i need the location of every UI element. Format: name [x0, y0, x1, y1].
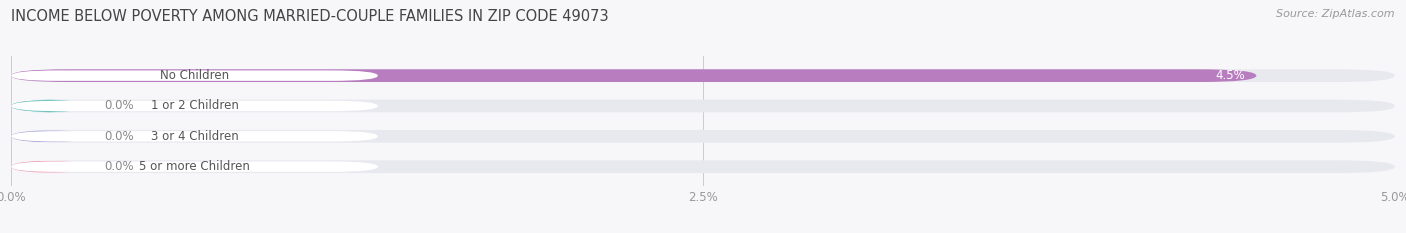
FancyBboxPatch shape [11, 130, 1395, 143]
FancyBboxPatch shape [11, 160, 1395, 173]
Text: INCOME BELOW POVERTY AMONG MARRIED-COUPLE FAMILIES IN ZIP CODE 49073: INCOME BELOW POVERTY AMONG MARRIED-COUPL… [11, 9, 609, 24]
Text: No Children: No Children [160, 69, 229, 82]
Text: Source: ZipAtlas.com: Source: ZipAtlas.com [1277, 9, 1395, 19]
Text: 5 or more Children: 5 or more Children [139, 160, 250, 173]
FancyBboxPatch shape [11, 100, 1395, 112]
FancyBboxPatch shape [11, 70, 378, 81]
FancyBboxPatch shape [11, 69, 1395, 82]
FancyBboxPatch shape [11, 161, 378, 172]
Text: 0.0%: 0.0% [104, 160, 134, 173]
FancyBboxPatch shape [11, 101, 378, 111]
Text: 1 or 2 Children: 1 or 2 Children [150, 99, 239, 113]
Text: 3 or 4 Children: 3 or 4 Children [150, 130, 239, 143]
Text: 0.0%: 0.0% [104, 99, 134, 113]
Text: 0.0%: 0.0% [104, 130, 134, 143]
FancyBboxPatch shape [11, 130, 87, 143]
Text: 4.5%: 4.5% [1216, 69, 1246, 82]
FancyBboxPatch shape [11, 69, 1257, 82]
FancyBboxPatch shape [11, 160, 87, 173]
FancyBboxPatch shape [11, 131, 378, 142]
FancyBboxPatch shape [11, 100, 87, 112]
